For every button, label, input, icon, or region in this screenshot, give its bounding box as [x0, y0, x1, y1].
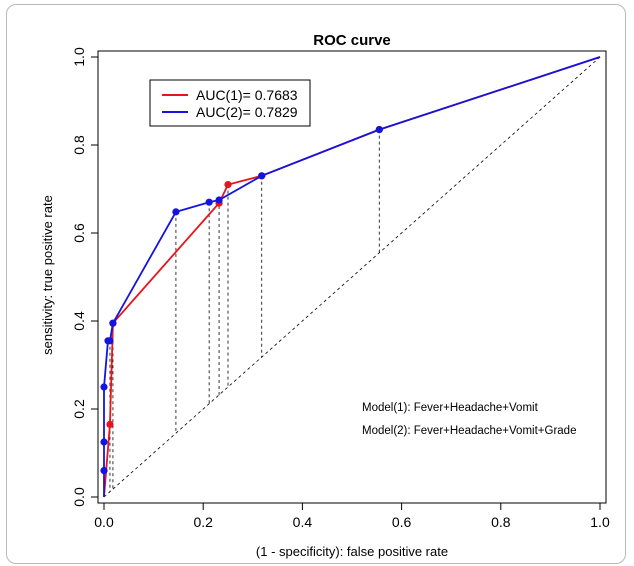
x-tick-label: 0.2: [193, 514, 213, 530]
plot-box: [97, 50, 607, 504]
series-2-point: [205, 198, 213, 206]
x-tick-label: 0.4: [293, 514, 313, 530]
figure-frame: [6, 4, 626, 564]
reference-diagonal: [103, 56, 601, 498]
y-tick-label: 0.6: [71, 223, 87, 243]
y-tick-label: 0.2: [71, 399, 87, 419]
series-2-point: [172, 208, 180, 216]
series-1-point: [106, 420, 114, 428]
x-tick-label: 0.8: [491, 514, 511, 530]
x-tick-label: 0.0: [94, 514, 114, 530]
x-axis-label: (1 - specificity): false positive rate: [256, 544, 448, 559]
legend-box: [149, 79, 311, 127]
series-2-point: [100, 383, 108, 391]
x-tick-label: 1.0: [590, 514, 610, 530]
series-2-point: [215, 196, 223, 204]
series-2-point: [100, 467, 108, 475]
series-2-point: [100, 438, 108, 446]
y-tick-label: 0.4: [71, 311, 87, 331]
model-annotations: Model(1): Fever+Headache+Vomit Model(2): …: [362, 402, 576, 437]
legend-label-2: AUC(2)= 0.7829: [196, 104, 298, 120]
series-2-point: [258, 172, 266, 180]
series-2-point: [106, 337, 114, 345]
legend-label-1: AUC(1)= 0.7683: [196, 87, 298, 103]
model-note-2: Model(2): Fever+Headache+Vomit+Grade: [362, 425, 576, 437]
y-tick-label: 0.0: [71, 487, 87, 507]
y-tick-label: 1.0: [71, 47, 87, 67]
y-axis-label: sensitivity: true positive rate: [40, 195, 55, 355]
y-tick-label: 0.8: [71, 135, 87, 155]
model-note-1: Model(1): Fever+Headache+Vomit: [362, 402, 539, 414]
series-2-point: [375, 126, 383, 134]
series-1-point: [224, 181, 232, 189]
x-tick-label: 0.6: [392, 514, 412, 530]
series-2-point: [109, 319, 117, 327]
chart-title: ROC curve: [313, 32, 391, 49]
